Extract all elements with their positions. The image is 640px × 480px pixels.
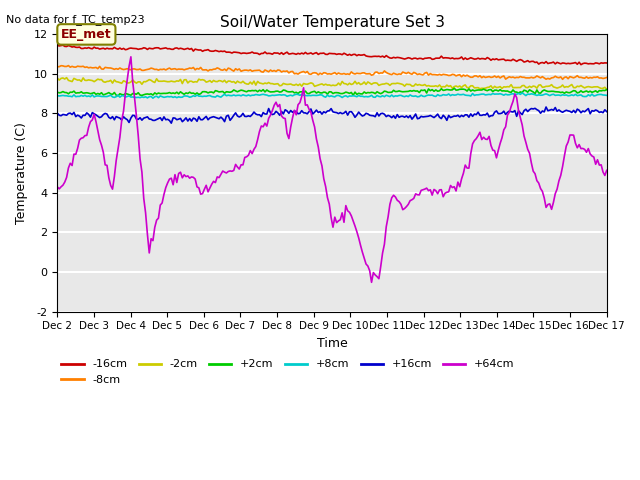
+8cm — [56, 93, 63, 99]
+64cm — [603, 168, 611, 173]
+16cm — [555, 107, 563, 113]
+2cm — [54, 89, 61, 95]
-16cm — [382, 53, 390, 59]
Text: EE_met: EE_met — [61, 28, 112, 41]
+64cm — [384, 214, 392, 220]
-8cm — [65, 63, 72, 69]
+8cm — [603, 93, 611, 98]
+64cm — [56, 186, 63, 192]
Line: -2cm: -2cm — [58, 78, 607, 89]
Title: Soil/Water Temperature Set 3: Soil/Water Temperature Set 3 — [220, 15, 445, 30]
+8cm — [149, 95, 157, 101]
+64cm — [382, 224, 390, 229]
+2cm — [114, 93, 122, 99]
-8cm — [518, 74, 526, 80]
Legend: -16cm, -8cm, -2cm, +2cm, +8cm, +16cm, +64cm: -16cm, -8cm, -2cm, +2cm, +8cm, +16cm, +6… — [57, 355, 519, 389]
-2cm — [63, 75, 70, 81]
-2cm — [56, 77, 63, 83]
Line: -16cm: -16cm — [58, 45, 607, 65]
+2cm — [392, 89, 399, 95]
+8cm — [518, 90, 526, 96]
-16cm — [553, 60, 561, 65]
+64cm — [394, 197, 401, 203]
+16cm — [56, 112, 63, 118]
-16cm — [56, 43, 63, 49]
+8cm — [392, 93, 399, 99]
+16cm — [168, 120, 175, 126]
-16cm — [381, 54, 388, 60]
Line: +8cm: +8cm — [58, 93, 607, 98]
Y-axis label: Temperature (C): Temperature (C) — [15, 122, 28, 224]
-8cm — [559, 76, 566, 82]
+8cm — [555, 92, 563, 98]
+16cm — [381, 111, 388, 117]
+8cm — [382, 92, 390, 98]
+64cm — [127, 54, 135, 60]
+2cm — [520, 87, 528, 93]
+8cm — [54, 93, 61, 98]
Line: -8cm: -8cm — [58, 66, 607, 79]
+2cm — [603, 87, 611, 93]
-8cm — [56, 64, 63, 70]
-16cm — [392, 55, 399, 61]
+16cm — [518, 112, 526, 118]
-16cm — [54, 43, 61, 48]
-16cm — [518, 58, 526, 63]
+2cm — [555, 89, 563, 95]
-2cm — [553, 85, 561, 91]
+16cm — [382, 114, 390, 120]
+64cm — [520, 133, 528, 139]
+16cm — [542, 104, 550, 110]
+64cm — [54, 184, 61, 190]
-2cm — [518, 83, 526, 89]
+16cm — [392, 115, 399, 121]
+16cm — [603, 108, 611, 114]
+2cm — [381, 88, 388, 94]
+64cm — [555, 178, 563, 184]
X-axis label: Time: Time — [317, 337, 348, 350]
-8cm — [382, 70, 390, 75]
+8cm — [381, 94, 388, 99]
+64cm — [368, 279, 376, 285]
-16cm — [577, 62, 585, 68]
Line: +2cm: +2cm — [58, 88, 607, 96]
Text: No data for f_TC_temp23: No data for f_TC_temp23 — [6, 14, 145, 25]
+8cm — [520, 91, 528, 97]
-2cm — [392, 81, 399, 86]
-8cm — [381, 68, 388, 74]
-8cm — [392, 71, 399, 77]
-2cm — [603, 86, 611, 92]
-8cm — [54, 64, 61, 70]
+2cm — [56, 90, 63, 96]
-2cm — [382, 81, 390, 86]
+16cm — [54, 110, 61, 116]
-16cm — [59, 42, 67, 48]
-16cm — [603, 60, 611, 66]
Line: +16cm: +16cm — [58, 107, 607, 123]
+2cm — [382, 89, 390, 95]
+2cm — [451, 85, 458, 91]
-2cm — [54, 75, 61, 81]
-2cm — [381, 81, 388, 87]
-8cm — [553, 74, 561, 80]
-8cm — [603, 74, 611, 80]
Line: +64cm: +64cm — [58, 57, 607, 282]
